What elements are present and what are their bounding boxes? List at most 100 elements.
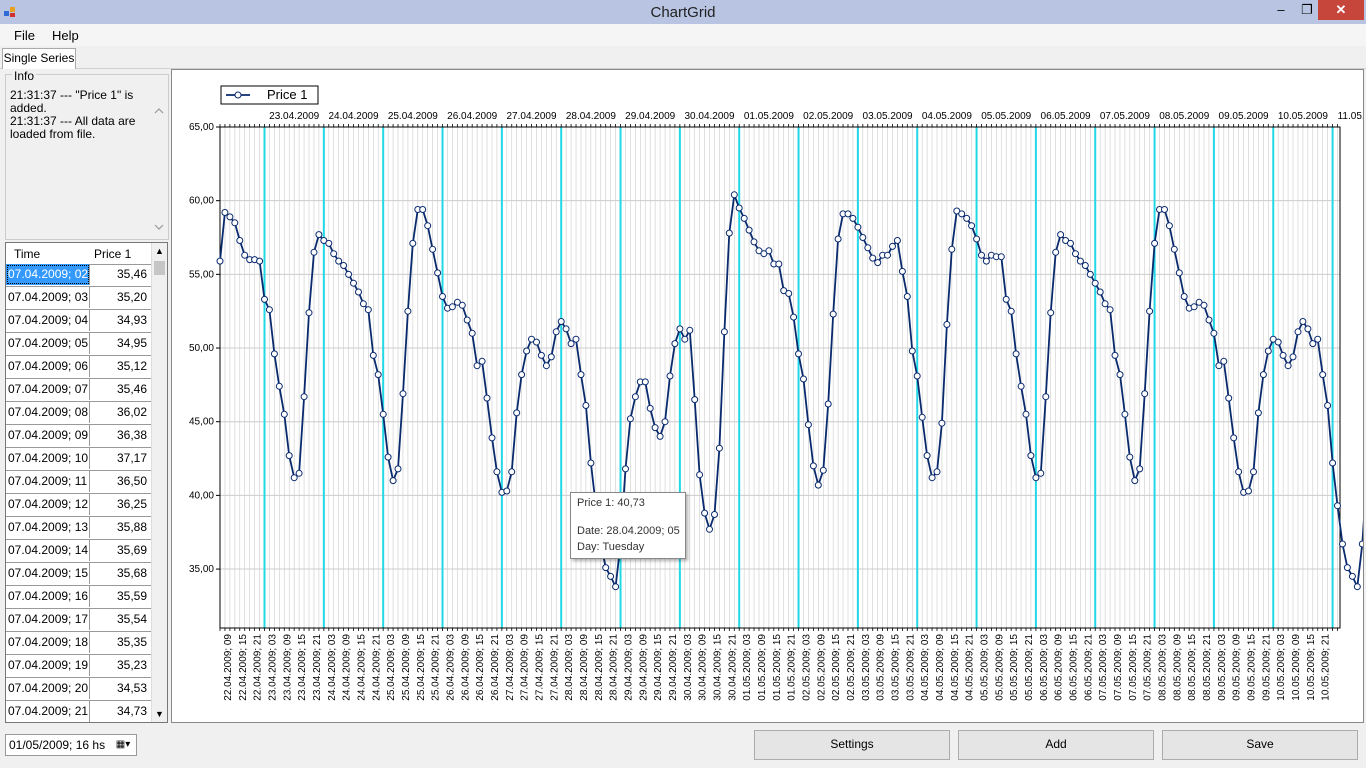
table-row[interactable]: 07.04.2009; 17 35,54 — [6, 609, 151, 632]
cell-time[interactable]: 07.04.2009; 16 — [6, 586, 90, 607]
x-tick-label: 04.05.2009; 09 — [935, 634, 946, 701]
calendar-dropdown-icon[interactable]: ▦▾ — [115, 739, 131, 750]
table-row[interactable]: 07.04.2009; 05 34,95 — [6, 333, 151, 356]
cell-time[interactable]: 07.04.2009; 02 — [6, 264, 90, 285]
cell-price[interactable]: 34,95 — [116, 336, 147, 350]
info-scrollbar[interactable] — [152, 89, 166, 233]
table-row[interactable]: 07.04.2009; 14 35,69 — [6, 540, 151, 563]
data-point — [231, 219, 239, 227]
cell-time[interactable]: 07.04.2009; 10 — [6, 448, 90, 469]
cell-price[interactable]: 37,17 — [116, 451, 147, 465]
table-row[interactable]: 07.04.2009; 16 35,59 — [6, 586, 151, 609]
x-tick-label: 23.04.2009; 15 — [297, 634, 308, 701]
table-row[interactable]: 07.04.2009; 10 37,17 — [6, 448, 151, 471]
cell-price[interactable]: 34,73 — [116, 704, 147, 718]
header-price[interactable]: Price 1 — [94, 247, 132, 261]
cell-price[interactable]: 35,69 — [116, 543, 147, 557]
table-row[interactable]: 07.04.2009; 15 35,68 — [6, 563, 151, 586]
table-row[interactable]: 07.04.2009; 09 36,38 — [6, 425, 151, 448]
table-row[interactable]: 07.04.2009; 07 35,46 — [6, 379, 151, 402]
cell-price[interactable]: 35,35 — [116, 635, 147, 649]
cell-time[interactable]: 07.04.2009; 08 — [6, 402, 90, 423]
scroll-thumb[interactable] — [154, 261, 165, 275]
cell-time[interactable]: 07.04.2009; 06 — [6, 356, 90, 377]
table-row[interactable]: 07.04.2009; 02 35,46 — [6, 264, 151, 287]
cell-time[interactable]: 07.04.2009; 14 — [6, 540, 90, 561]
top-date-label: 08.05.2009 — [1159, 111, 1209, 122]
x-tick-label: 25.04.2009; 15 — [416, 634, 427, 701]
add-button[interactable]: Add — [958, 730, 1154, 760]
cell-price[interactable]: 34,93 — [116, 313, 147, 327]
cell-price[interactable]: 35,88 — [116, 520, 147, 534]
cell-price[interactable]: 35,20 — [116, 290, 147, 304]
save-button[interactable]: Save — [1162, 730, 1358, 760]
cell-time[interactable]: 07.04.2009; 05 — [6, 333, 90, 354]
cell-price[interactable]: 35,46 — [116, 267, 147, 281]
cell-time[interactable]: 07.04.2009; 07 — [6, 379, 90, 400]
table-row[interactable]: 07.04.2009; 21 34,73 — [6, 701, 151, 722]
scroll-down-icon[interactable]: ▼ — [155, 709, 164, 719]
cell-price[interactable]: 34,53 — [116, 681, 147, 695]
x-tick-label: 23.04.2009; 03 — [267, 634, 278, 701]
cell-price[interactable]: 36,50 — [116, 474, 147, 488]
cell-time[interactable]: 07.04.2009; 12 — [6, 494, 90, 515]
x-tick-label: 10.05.2009; 03 — [1276, 634, 1287, 701]
cell-price[interactable]: 36,38 — [116, 428, 147, 442]
cell-price[interactable]: 35,68 — [116, 566, 147, 580]
data-point — [488, 434, 496, 442]
table-row[interactable]: 07.04.2009; 03 35,20 — [6, 287, 151, 310]
cell-time[interactable]: 07.04.2009; 19 — [6, 655, 90, 676]
header-time[interactable]: Time — [14, 247, 41, 261]
cell-price[interactable]: 36,25 — [116, 497, 147, 511]
close-button[interactable]: ✕ — [1318, 0, 1364, 20]
settings-button[interactable]: Settings — [754, 730, 950, 760]
table-row[interactable]: 07.04.2009; 19 35,23 — [6, 655, 151, 678]
table-row[interactable]: 07.04.2009; 08 36,02 — [6, 402, 151, 425]
cell-time[interactable]: 07.04.2009; 21 — [6, 701, 90, 722]
table-row[interactable]: 07.04.2009; 18 35,35 — [6, 632, 151, 655]
scroll-up-icon[interactable]: ▲ — [155, 246, 164, 256]
date-picker[interactable]: 01/05/2009; 16 hs ▦▾ — [5, 734, 137, 756]
table-row[interactable]: 07.04.2009; 13 35,88 — [6, 517, 151, 540]
cell-time[interactable]: 07.04.2009; 03 — [6, 287, 90, 308]
data-point — [1259, 371, 1267, 379]
cell-time[interactable]: 07.04.2009; 09 — [6, 425, 90, 446]
cell-price[interactable]: 35,59 — [116, 589, 147, 603]
x-tick-label: 26.04.2009; 21 — [490, 634, 501, 701]
cell-price[interactable]: 35,54 — [116, 612, 147, 626]
cell-time[interactable]: 07.04.2009; 11 — [6, 471, 90, 492]
cell-price[interactable]: 35,12 — [116, 359, 147, 373]
cell-time[interactable]: 07.04.2009; 13 — [6, 517, 90, 538]
table-row[interactable]: 07.04.2009; 06 35,12 — [6, 356, 151, 379]
cell-time[interactable]: 07.04.2009; 17 — [6, 609, 90, 630]
data-point — [795, 350, 802, 358]
price-chart[interactable]: 65,00 60,00 55,00 50,00 45,00 40,00 35,00 23.04… — [172, 70, 1363, 722]
table-row[interactable]: 07.04.2009; 12 36,25 — [6, 494, 151, 517]
minimize-button[interactable]: – — [1277, 2, 1285, 17]
x-tick-label: 25.04.2009; 09 — [401, 634, 412, 701]
maximize-button[interactable]: ❐ — [1301, 2, 1313, 17]
table-row[interactable]: 07.04.2009; 11 36,50 — [6, 471, 151, 494]
cell-price[interactable]: 36,02 — [116, 405, 147, 419]
data-grid[interactable]: Time Price 1 07.04.2009; 02 35,46 07.04.20… — [5, 242, 168, 723]
grid-scrollbar[interactable]: ▲ ▼ — [151, 243, 167, 722]
menu-file[interactable]: File — [14, 28, 35, 43]
tab-single-series[interactable]: Single Series — [2, 48, 76, 69]
table-row[interactable]: 07.04.2009; 04 34,93 — [6, 310, 151, 333]
x-tick-label: 07.05.2009; 03 — [1098, 634, 1109, 701]
x-tick-label: 02.05.2009; 15 — [831, 634, 842, 701]
cell-price[interactable]: 35,46 — [116, 382, 147, 396]
chart-tooltip: Price 1: 40,73 Date: 28.04.2009; 05 Day:… — [570, 492, 686, 559]
chart-panel[interactable]: 65,00 60,00 55,00 50,00 45,00 40,00 35,00 23.04… — [171, 69, 1364, 723]
table-row[interactable]: 07.04.2009; 20 34,53 — [6, 678, 151, 701]
x-tick-label: 28.04.2009; 15 — [594, 634, 605, 701]
cell-time[interactable]: 07.04.2009; 04 — [6, 310, 90, 331]
cell-time[interactable]: 07.04.2009; 18 — [6, 632, 90, 653]
data-point — [265, 306, 273, 314]
cell-time[interactable]: 07.04.2009; 15 — [6, 563, 90, 584]
top-date-label: 10.05.2009 — [1278, 111, 1328, 122]
menu-bar: File Help — [0, 24, 1366, 46]
cell-time[interactable]: 07.04.2009; 20 — [6, 678, 90, 699]
menu-help[interactable]: Help — [52, 28, 79, 43]
cell-price[interactable]: 35,23 — [116, 658, 147, 672]
